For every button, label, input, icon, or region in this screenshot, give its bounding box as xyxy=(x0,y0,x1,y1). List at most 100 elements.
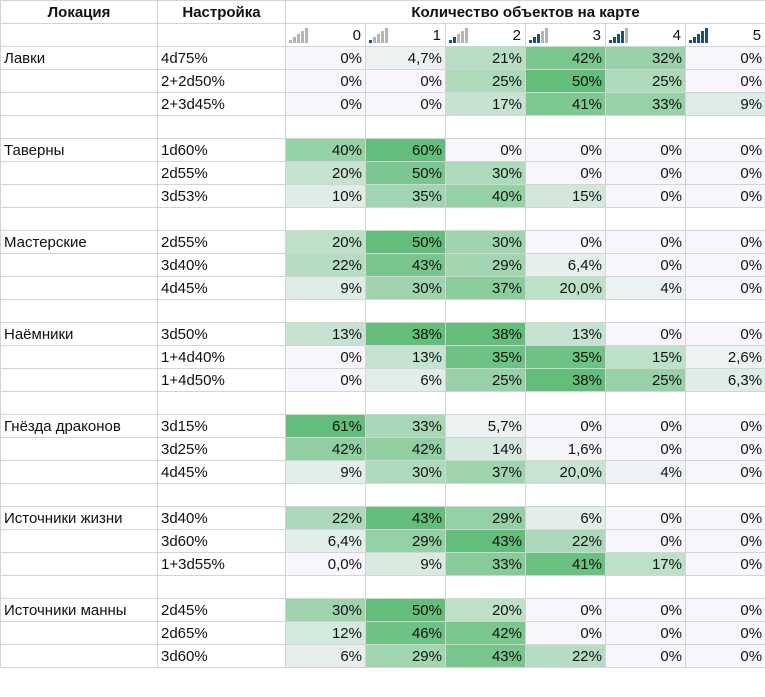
setting-cell[interactable]: 2d45% xyxy=(157,598,286,622)
value-cell[interactable]: 25% xyxy=(605,368,686,392)
value-cell[interactable]: 20,0% xyxy=(525,460,606,484)
location-cell[interactable]: Гнёзда драконов xyxy=(0,414,158,438)
value-cell[interactable]: 38% xyxy=(445,322,526,346)
empty-cell[interactable] xyxy=(285,575,366,599)
value-cell[interactable]: 41% xyxy=(525,552,606,576)
empty-cell[interactable] xyxy=(0,299,158,323)
value-cell[interactable]: 35% xyxy=(445,345,526,369)
empty-cell[interactable] xyxy=(285,299,366,323)
value-cell[interactable]: 0% xyxy=(605,322,686,346)
value-cell[interactable]: 40% xyxy=(445,184,526,208)
value-cell[interactable]: 15% xyxy=(605,345,686,369)
location-cell-empty[interactable] xyxy=(0,276,158,300)
value-cell[interactable]: 50% xyxy=(365,161,446,185)
setting-cell[interactable]: 4d75% xyxy=(157,46,286,70)
location-cell-empty[interactable] xyxy=(0,92,158,116)
bin-header-1[interactable]: 1 xyxy=(365,23,446,47)
value-cell[interactable]: 1,6% xyxy=(525,437,606,461)
value-cell[interactable]: 0% xyxy=(684,529,765,553)
location-header[interactable]: Локация xyxy=(0,0,158,24)
bin-header-4[interactable]: 4 xyxy=(605,23,686,47)
setting-cell[interactable]: 3d60% xyxy=(157,644,286,668)
value-cell[interactable]: 35% xyxy=(525,345,606,369)
setting-cell[interactable]: 3d60% xyxy=(157,529,286,553)
location-cell-empty[interactable] xyxy=(0,253,158,277)
value-cell[interactable]: 29% xyxy=(365,644,446,668)
value-cell[interactable]: 32% xyxy=(605,46,686,70)
value-cell[interactable]: 0% xyxy=(684,437,765,461)
empty-cell[interactable] xyxy=(365,483,446,507)
value-cell[interactable]: 0% xyxy=(684,460,765,484)
location-cell[interactable]: Наёмники xyxy=(0,322,158,346)
bin-header-0[interactable]: 0 xyxy=(285,23,366,47)
value-cell[interactable]: 0% xyxy=(445,138,526,162)
setting-header-blank[interactable] xyxy=(157,23,286,47)
value-cell[interactable]: 4,7% xyxy=(365,46,446,70)
value-cell[interactable]: 13% xyxy=(365,345,446,369)
value-cell[interactable]: 0% xyxy=(285,69,366,93)
empty-cell[interactable] xyxy=(285,207,366,231)
value-cell[interactable]: 25% xyxy=(445,368,526,392)
value-cell[interactable]: 13% xyxy=(285,322,366,346)
empty-cell[interactable] xyxy=(365,575,446,599)
value-cell[interactable]: 0% xyxy=(684,506,765,530)
setting-cell[interactable]: 3d40% xyxy=(157,253,286,277)
empty-cell[interactable] xyxy=(157,299,286,323)
value-cell[interactable]: 0% xyxy=(285,46,366,70)
setting-cell[interactable]: 3d25% xyxy=(157,437,286,461)
value-cell[interactable]: 0% xyxy=(684,276,765,300)
setting-cell[interactable]: 1d60% xyxy=(157,138,286,162)
value-cell[interactable]: 0% xyxy=(525,161,606,185)
location-cell-empty[interactable] xyxy=(0,184,158,208)
empty-cell[interactable] xyxy=(684,207,765,231)
value-cell[interactable]: 15% xyxy=(525,184,606,208)
empty-cell[interactable] xyxy=(157,207,286,231)
empty-cell[interactable] xyxy=(0,575,158,599)
value-cell[interactable]: 22% xyxy=(285,253,366,277)
value-cell[interactable]: 10% xyxy=(285,184,366,208)
value-cell[interactable]: 0% xyxy=(605,598,686,622)
value-cell[interactable]: 50% xyxy=(525,69,606,93)
value-cell[interactable]: 43% xyxy=(365,253,446,277)
value-cell[interactable]: 38% xyxy=(525,368,606,392)
value-cell[interactable]: 0,0% xyxy=(285,552,366,576)
value-cell[interactable]: 42% xyxy=(285,437,366,461)
value-cell[interactable]: 50% xyxy=(365,598,446,622)
empty-cell[interactable] xyxy=(605,115,686,139)
value-cell[interactable]: 0% xyxy=(605,230,686,254)
value-cell[interactable]: 0% xyxy=(365,69,446,93)
value-cell[interactable]: 43% xyxy=(365,506,446,530)
value-cell[interactable]: 9% xyxy=(365,552,446,576)
value-cell[interactable]: 43% xyxy=(445,644,526,668)
value-cell[interactable]: 0% xyxy=(605,184,686,208)
location-cell-empty[interactable] xyxy=(0,644,158,668)
empty-cell[interactable] xyxy=(365,299,446,323)
value-cell[interactable]: 0% xyxy=(684,598,765,622)
value-cell[interactable]: 0% xyxy=(285,368,366,392)
value-cell[interactable]: 0% xyxy=(605,506,686,530)
value-cell[interactable]: 30% xyxy=(285,598,366,622)
value-cell[interactable]: 0% xyxy=(605,414,686,438)
value-cell[interactable]: 4% xyxy=(605,276,686,300)
value-cell[interactable]: 6% xyxy=(365,368,446,392)
empty-cell[interactable] xyxy=(525,299,606,323)
empty-cell[interactable] xyxy=(525,207,606,231)
location-cell[interactable]: Лавки xyxy=(0,46,158,70)
value-cell[interactable]: 0% xyxy=(525,621,606,645)
value-cell[interactable]: 4% xyxy=(605,460,686,484)
empty-cell[interactable] xyxy=(445,115,526,139)
location-cell-empty[interactable] xyxy=(0,460,158,484)
value-cell[interactable]: 37% xyxy=(445,276,526,300)
empty-cell[interactable] xyxy=(445,391,526,415)
value-cell[interactable]: 38% xyxy=(365,322,446,346)
location-cell-empty[interactable] xyxy=(0,621,158,645)
value-cell[interactable]: 0% xyxy=(605,529,686,553)
location-cell[interactable]: Таверны xyxy=(0,138,158,162)
value-cell[interactable]: 17% xyxy=(605,552,686,576)
value-cell[interactable]: 0% xyxy=(684,230,765,254)
value-cell[interactable]: 42% xyxy=(525,46,606,70)
setting-cell[interactable]: 1+4d50% xyxy=(157,368,286,392)
value-cell[interactable]: 40% xyxy=(285,138,366,162)
value-cell[interactable]: 0% xyxy=(684,69,765,93)
empty-cell[interactable] xyxy=(684,391,765,415)
